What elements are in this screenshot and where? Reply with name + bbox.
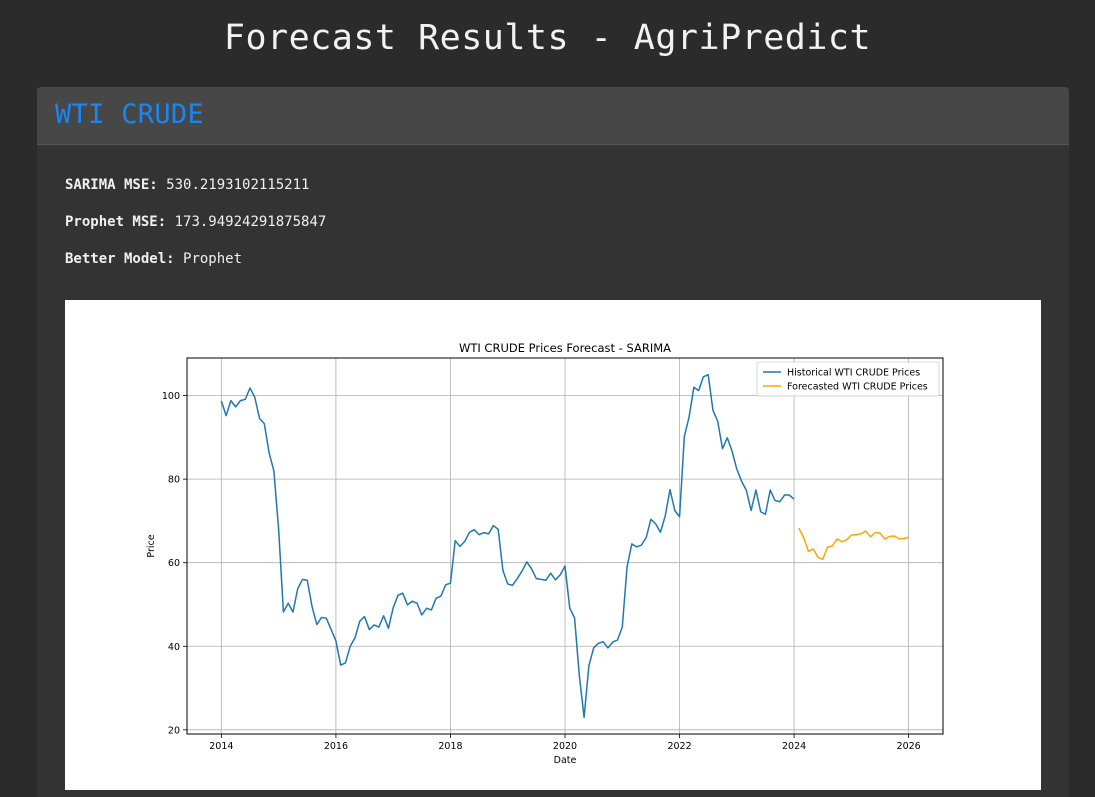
better-model-stat: Better Model: Prophet [65, 251, 242, 267]
forecast-chart-svg: 2014 2016 2018 2020 2022 2024 202620406080100 … [146, 341, 944, 766]
sarima-mse-label: SARIMA MSE: [65, 177, 158, 193]
prophet-mse-label: Prophet MSE: [65, 214, 167, 230]
series-layer [220, 373, 909, 719]
sarima-mse-stat: SARIMA MSE: 530.2193102115211 [65, 177, 309, 193]
better-model-value: Prophet [183, 251, 243, 267]
y-tick-label: 100 [162, 391, 180, 402]
chart-title: WTI CRUDE Prices Forecast - SARIMA [459, 341, 671, 355]
commodity-title: WTI CRUDE [55, 99, 204, 130]
historical-series-line [220, 373, 795, 719]
x-tick-label: 2024 [782, 741, 806, 752]
x-tick-label: 2022 [667, 741, 691, 752]
x-axis-label: Date [554, 755, 577, 766]
y-axis-label: Price [146, 534, 157, 557]
card-header: WTI CRUDE [37, 87, 1069, 145]
y-tick-label: 20 [168, 725, 180, 736]
forecast-chart: 2014 2016 2018 2020 2022 2024 2026 20 40 60 80 100 … [65, 300, 1041, 790]
forecast-card: WTI CRUDE SARIMA MSE: 530.2193102115211 … [37, 87, 1069, 797]
legend-box [756, 361, 940, 397]
legend-forecast-label: Forecasted WTI CRUDE Prices [787, 382, 928, 393]
page-title: Forecast Results - AgriPredict [223, 18, 872, 58]
x-tick-label: 2016 [324, 741, 348, 752]
tick-layer: 2014 2016 2018 2020 2022 2024 2026 20 40 60 80 100 [162, 391, 921, 752]
x-tick-label: 2020 [553, 741, 577, 752]
chart-legend: Historical WTI CRUDE Prices Forecasted WT… [756, 361, 940, 397]
prophet-mse-stat: Prophet MSE: 173.94924291875847 [65, 214, 326, 230]
y-tick-label: 80 [168, 475, 180, 486]
y-tick-label: 40 [168, 642, 180, 653]
x-tick-label: 2026 [897, 741, 921, 752]
legend-historical-label: Historical WTI CRUDE Prices [787, 368, 920, 379]
x-tick-label: 2018 [438, 741, 462, 752]
prophet-mse-value: 173.94924291875847 [174, 214, 327, 230]
x-tick-label: 2014 [209, 741, 233, 752]
y-tick-label: 60 [168, 558, 180, 569]
better-model-label: Better Model: [65, 251, 175, 267]
sarima-mse-value: 530.2193102115211 [166, 177, 310, 193]
forecast-series-line [798, 527, 909, 561]
grid-layer [187, 358, 943, 734]
